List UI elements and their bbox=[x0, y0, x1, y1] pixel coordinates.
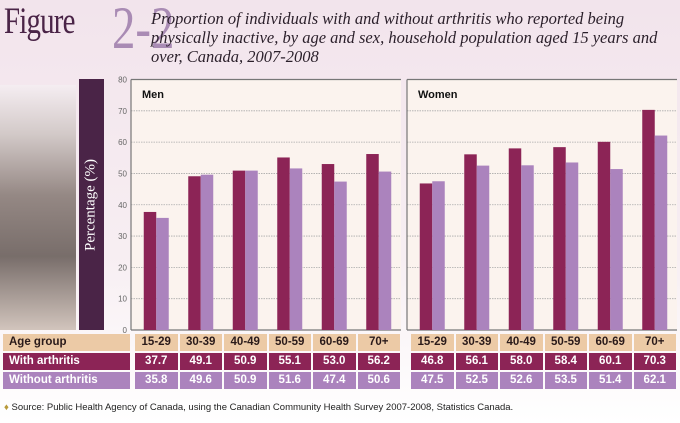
with-arthritis-cell: 58.4 bbox=[544, 353, 587, 370]
with-arthritis-cell: 56.1 bbox=[455, 353, 498, 370]
bar-with-arthritis bbox=[143, 211, 157, 330]
row-label: Without arthritis bbox=[3, 372, 130, 389]
with-arthritis-cell: 49.1 bbox=[179, 353, 222, 370]
without-arthritis-cell: 52.6 bbox=[500, 372, 543, 389]
source-text: Source: Public Health Agency of Canada, … bbox=[11, 402, 514, 413]
bar-with-arthritis bbox=[553, 147, 566, 330]
bar-without-arthritis bbox=[476, 165, 490, 330]
panel-title-men: Men bbox=[142, 89, 164, 101]
age-group-cell: 15-29 bbox=[135, 334, 178, 351]
with-arthritis-cell: 55.1 bbox=[268, 353, 311, 370]
crowd-photo bbox=[0, 85, 76, 330]
with-arthritis-cell: 60.1 bbox=[589, 353, 632, 370]
with-arthritis-cell: 37.7 bbox=[135, 353, 178, 370]
age-group-cell: 30-39 bbox=[179, 334, 222, 351]
bar-without-arthritis bbox=[521, 165, 534, 330]
bar-with-arthritis bbox=[321, 164, 335, 330]
without-arthritis-cell: 62.1 bbox=[633, 372, 676, 389]
age-group-cell: 15-29 bbox=[411, 334, 454, 351]
without-arthritis-cell: 47.4 bbox=[313, 372, 356, 389]
y-tick-label: 60 bbox=[118, 138, 127, 147]
row-label: Age group bbox=[3, 334, 130, 351]
bar-with-arthritis bbox=[508, 148, 522, 330]
age-group-cell: 60-69 bbox=[589, 334, 632, 351]
age-group-cell: 70+ bbox=[633, 334, 676, 351]
row-label: With arthritis bbox=[3, 353, 130, 370]
bar-without-arthritis bbox=[378, 171, 392, 330]
bar-without-arthritis bbox=[610, 169, 623, 330]
panel-title-women: Women bbox=[418, 89, 458, 101]
bar-with-arthritis bbox=[277, 157, 290, 330]
without-arthritis-cell: 50.9 bbox=[224, 372, 267, 389]
bar-with-arthritis bbox=[642, 109, 655, 330]
age-group-cell: 30-39 bbox=[455, 334, 498, 351]
y-tick-label: 70 bbox=[118, 107, 127, 116]
diamond-icon: ♦ bbox=[4, 402, 12, 413]
without-arthritis-cell: 35.8 bbox=[135, 372, 178, 389]
y-tick-label: 50 bbox=[118, 169, 127, 178]
with-arthritis-cell: 70.3 bbox=[633, 353, 676, 370]
without-arthritis-cell: 50.6 bbox=[357, 372, 400, 389]
bar-without-arthritis bbox=[334, 181, 347, 330]
without-arthritis-cell: 51.6 bbox=[268, 372, 311, 389]
y-tick-label: 40 bbox=[118, 201, 127, 210]
bar-without-arthritis bbox=[245, 170, 258, 330]
with-arthritis-cell: 53.0 bbox=[313, 353, 356, 370]
bar-without-arthritis bbox=[432, 181, 445, 330]
with-arthritis-cell: 46.8 bbox=[411, 353, 454, 370]
bar-without-arthritis bbox=[200, 174, 214, 330]
bar-with-arthritis bbox=[597, 141, 611, 330]
without-arthritis-cell: 53.5 bbox=[544, 372, 587, 389]
y-tick-label: 30 bbox=[118, 232, 127, 241]
age-group-cell: 40-49 bbox=[224, 334, 267, 351]
figure-number: 2-2 bbox=[112, 0, 175, 61]
y-tick-label: 20 bbox=[118, 263, 127, 272]
age-group-cell: 60-69 bbox=[313, 334, 356, 351]
without-arthritis-cell: 49.6 bbox=[179, 372, 222, 389]
y-axis-label-bar bbox=[79, 79, 104, 330]
y-tick-label: 80 bbox=[118, 76, 127, 85]
bar-without-arthritis bbox=[565, 162, 579, 330]
bar-with-arthritis bbox=[232, 170, 246, 330]
with-arthritis-cell: 56.2 bbox=[357, 353, 400, 370]
figure-label: Figure bbox=[4, 1, 75, 42]
bar-without-arthritis bbox=[289, 168, 303, 330]
source-note: ♦ Source: Public Health Agency of Canada… bbox=[4, 402, 513, 413]
bar-with-arthritis bbox=[366, 154, 379, 330]
y-tick-label: 10 bbox=[118, 295, 127, 304]
without-arthritis-cell: 52.5 bbox=[455, 372, 498, 389]
with-arthritis-cell: 58.0 bbox=[500, 353, 543, 370]
bar-with-arthritis bbox=[464, 154, 477, 330]
age-group-cell: 50-59 bbox=[544, 334, 587, 351]
age-group-cell: 70+ bbox=[357, 334, 400, 351]
age-group-cell: 50-59 bbox=[268, 334, 311, 351]
without-arthritis-cell: 51.4 bbox=[589, 372, 632, 389]
bar-with-arthritis bbox=[188, 176, 201, 330]
bar-without-arthritis bbox=[156, 217, 169, 330]
y-tick-label: 0 bbox=[123, 326, 128, 335]
age-group-cell: 40-49 bbox=[500, 334, 543, 351]
with-arthritis-cell: 50.9 bbox=[224, 353, 267, 370]
bar-with-arthritis bbox=[419, 183, 433, 330]
without-arthritis-cell: 47.5 bbox=[411, 372, 454, 389]
figure-title: Proportion of individuals with and witho… bbox=[151, 9, 658, 66]
bar-without-arthritis bbox=[654, 135, 668, 330]
